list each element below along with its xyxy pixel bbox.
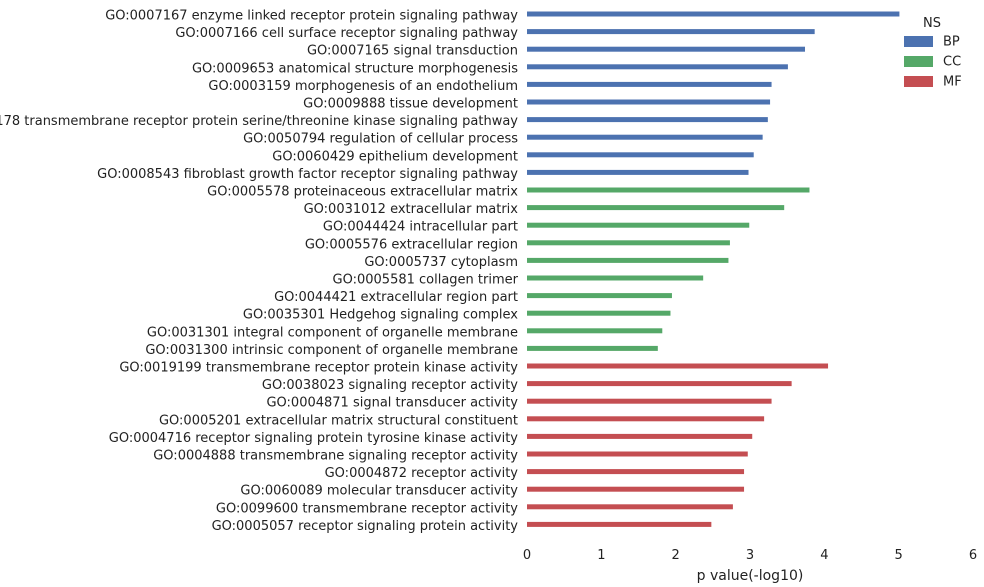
bar-mf-5 <box>527 433 753 439</box>
category-label: GO:0005201 extracellular matrix structur… <box>159 413 518 428</box>
bar-bp-8 <box>527 134 763 140</box>
category-label: GO:0019199 transmembrane receptor protei… <box>119 361 518 376</box>
category-label: GO:0005737 cytoplasm <box>364 255 518 270</box>
legend-title: NS <box>923 16 941 31</box>
bar-bp-9 <box>527 152 754 158</box>
bar-mf-9 <box>527 504 733 510</box>
legend-label-mf: MF <box>943 75 962 90</box>
legend-swatch-mf <box>904 76 933 87</box>
category-label: GO:0005578 proteinaceous extracellular m… <box>207 185 518 200</box>
category-label: GO:0035301 Hedgehog signaling complex <box>243 308 518 323</box>
category-label: GO:0007165 signal transduction <box>307 44 518 59</box>
category-label: GO:0005581 collagen trimer <box>333 273 519 288</box>
x-tick-label: 2 <box>672 548 680 563</box>
x-tick-label: 5 <box>895 548 903 563</box>
category-label: GO:0060089 molecular transducer activity <box>240 484 518 499</box>
category-label: GO:0009888 tissue development <box>303 97 518 112</box>
category-label: GO:0004871 signal transducer activity <box>266 396 518 411</box>
category-label: GO:0099600 transmembrane receptor activi… <box>216 501 518 516</box>
category-label: GO:0038023 signaling receptor activity <box>262 378 518 393</box>
category-label: GO:0007167 enzyme linked receptor protei… <box>105 9 518 24</box>
category-label: GO:0007178 transmembrane receptor protei… <box>0 114 518 129</box>
legend-swatch-cc <box>904 56 933 67</box>
category-label: GO:0050794 regulation of cellular proces… <box>243 132 518 147</box>
bar-cc-1 <box>527 187 810 193</box>
category-label: GO:0009653 anatomical structure morphoge… <box>192 61 518 76</box>
x-axis-ticks: 0 1 2 3 4 5 6 <box>523 548 977 563</box>
bar-bp-1 <box>527 11 900 17</box>
category-label: GO:0044424 intracellular part <box>323 220 518 235</box>
bar-mf-6 <box>527 451 748 457</box>
bar-mf-7 <box>527 469 745 475</box>
bar-cc-9 <box>527 328 663 334</box>
bar-mf-8 <box>527 486 745 492</box>
bar-cc-3 <box>527 222 750 228</box>
bar-cc-5 <box>527 257 729 263</box>
bar-mf-2 <box>527 381 792 387</box>
bar-bp-4 <box>527 64 788 70</box>
bar-mf-4 <box>527 416 765 422</box>
bar-bp-6 <box>527 99 771 105</box>
x-axis-title: p value(-log10) <box>697 568 804 584</box>
bar-cc-8 <box>527 310 671 316</box>
category-label: GO:0008543 fibroblast growth factor rece… <box>97 167 518 182</box>
legend-items: BP CC MF <box>904 35 962 90</box>
category-label: GO:0003159 morphogenesis of an endotheli… <box>208 79 518 94</box>
x-tick-label: 6 <box>969 548 977 563</box>
bar-cc-7 <box>527 293 672 299</box>
bar-mf-10 <box>527 521 712 527</box>
bars-group <box>527 11 900 527</box>
bar-bp-3 <box>527 46 806 52</box>
bar-cc-2 <box>527 205 785 211</box>
bar-cc-6 <box>527 275 704 281</box>
x-tick-label: 0 <box>523 548 531 563</box>
x-tick-label: 4 <box>820 548 828 563</box>
category-label: GO:0044421 extracellular region part <box>274 290 518 305</box>
category-label: GO:0031301 integral component of organel… <box>147 325 518 340</box>
bar-cc-10 <box>527 345 658 351</box>
category-label: GO:0005057 receptor signaling protein ac… <box>212 519 519 534</box>
category-label: GO:0004872 receptor activity <box>325 466 519 481</box>
legend-label-bp: BP <box>943 35 960 50</box>
x-tick-label: 1 <box>597 548 605 563</box>
category-label: GO:0031300 intrinsic component of organe… <box>145 343 518 358</box>
bar-bp-10 <box>527 169 749 175</box>
legend-swatch-bp <box>904 36 933 47</box>
bar-bp-7 <box>527 117 768 123</box>
bar-bp-2 <box>527 29 815 35</box>
bar-cc-4 <box>527 240 730 246</box>
category-labels: GO:0007167 enzyme linked receptor protei… <box>0 9 519 534</box>
bar-mf-3 <box>527 398 772 404</box>
category-label: GO:0060429 epithelium development <box>272 149 518 164</box>
x-tick-label: 3 <box>746 548 754 563</box>
bar-bp-5 <box>527 81 772 87</box>
category-label: GO:0005576 extracellular region <box>305 237 518 252</box>
category-label: GO:0004888 transmembrane signaling recep… <box>153 449 518 464</box>
legend: NS BP CC MF <box>904 16 962 90</box>
legend-label-cc: CC <box>943 55 961 70</box>
category-label: GO:0031012 extracellular matrix <box>304 202 519 217</box>
category-label: GO:0004716 receptor signaling protein ty… <box>109 431 519 446</box>
bar-mf-1 <box>527 363 829 369</box>
category-label: GO:0007166 cell surface receptor signali… <box>175 26 518 41</box>
